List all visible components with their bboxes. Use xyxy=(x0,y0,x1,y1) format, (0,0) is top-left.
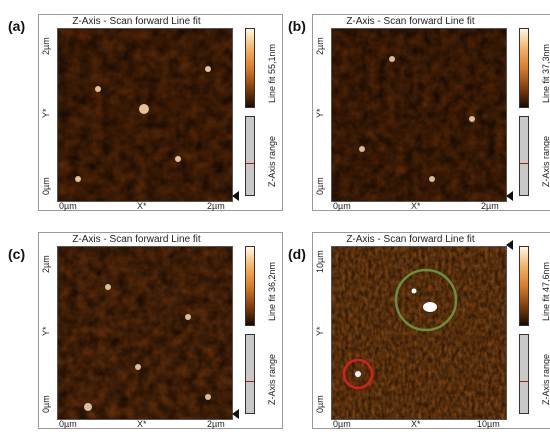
panel-c-y-axis-label: Y* xyxy=(41,326,51,336)
panel-c-ytick-top: 2µm xyxy=(41,255,51,273)
panel-d-title: Z-Axis - Scan forward Line fit xyxy=(346,234,475,245)
green-circle-marker xyxy=(394,268,458,332)
panel-c-title: Z-Axis - Scan forward Line fit xyxy=(72,234,201,245)
panel-d-xtick-left: 0µm xyxy=(333,419,351,429)
afm-image-c xyxy=(57,246,233,420)
panel-d-pointer-arrow xyxy=(506,240,513,250)
panel-c-xtick-left: 0µm xyxy=(59,419,77,429)
panel-a-x-axis-label: X* xyxy=(137,201,147,211)
panel-b-x-axis-label: X* xyxy=(411,201,421,211)
panel-d-zrange-label: Z-Axis range xyxy=(541,353,550,405)
panel-a-title: Z-Axis - Scan forward Line fit xyxy=(72,16,201,27)
panel-d-letter: (d) xyxy=(288,246,306,262)
panel-a-xtick-left: 0µm xyxy=(59,201,77,211)
panel-c-ytick-bottom: 0µm xyxy=(41,395,51,413)
panel-d-zrange-bar xyxy=(519,334,529,414)
afm-image-b xyxy=(331,28,507,202)
panel-c-pointer-arrow xyxy=(232,409,239,419)
panel-b-zrange-bar xyxy=(519,116,529,196)
panel-a-xtick-right: 2µm xyxy=(207,201,225,211)
afm-image-d xyxy=(331,246,507,420)
panel-b-letter: (b) xyxy=(288,18,306,34)
panel-b-zrange-label: Z-Axis range xyxy=(541,135,550,187)
afm-surface-c xyxy=(58,247,232,419)
panel-b-ytick-bottom: 0µm xyxy=(315,177,325,195)
particle-small xyxy=(411,288,417,294)
panel-a-zrange-label: Z-Axis range xyxy=(267,135,277,187)
panel-d-colorbar xyxy=(519,246,529,326)
panel-b-ytick-top: 2µm xyxy=(315,37,325,55)
afm-panel-c: Z-Axis - Scan forward Line fit 2µm Y* 0µ… xyxy=(38,232,283,429)
panel-c-x-axis-label: X* xyxy=(137,419,147,429)
panel-c-letter: (c) xyxy=(8,246,26,262)
panel-b-pointer-arrow xyxy=(506,191,513,201)
panel-d-ytick-bottom: 0µm xyxy=(315,395,325,413)
panel-a-y-axis-label: Y* xyxy=(41,108,51,118)
panel-c-colorbar-label: Line fit 36,2nm xyxy=(267,261,277,321)
afm-image-a xyxy=(57,28,233,202)
afm-surface-a xyxy=(58,29,232,201)
panel-d-ytick-top: 10µm xyxy=(315,250,325,273)
panel-d-colorbar-label: Line fit 47,6nm xyxy=(541,261,550,321)
particle-large xyxy=(423,302,437,312)
panel-a-zrange-bar xyxy=(245,116,255,196)
panel-b-title: Z-Axis - Scan forward Line fit xyxy=(346,16,475,27)
panel-c-zrange-bar xyxy=(245,334,255,414)
panel-a-letter: (a) xyxy=(8,18,26,34)
particle-red-region xyxy=(355,371,361,377)
panel-b-xtick-left: 0µm xyxy=(333,201,351,211)
panel-c-xtick-right: 2µm xyxy=(207,419,225,429)
panel-b-xtick-right: 2µm xyxy=(481,201,499,211)
panel-c-colorbar xyxy=(245,246,255,326)
panel-c-zrange-label: Z-Axis range xyxy=(267,353,277,405)
afm-surface-b xyxy=(332,29,506,201)
panel-b-colorbar-label: Line fit 37,3nm xyxy=(541,43,550,103)
panel-d-xtick-right: 10µm xyxy=(477,419,500,429)
red-circle-marker xyxy=(342,358,374,390)
panel-a-ytick-top: 2µm xyxy=(41,37,51,55)
panel-a-ytick-bottom: 0µm xyxy=(41,177,51,195)
afm-panel-a: Z-Axis - Scan forward Line fit 2µm Y* 0µ… xyxy=(38,14,283,211)
panel-d-y-axis-label: Y* xyxy=(315,326,325,336)
afm-panel-d: Z-Axis - Scan forward Line fit 10µm Y* 0… xyxy=(312,232,550,429)
panel-b-colorbar xyxy=(519,28,529,108)
panel-a-colorbar xyxy=(245,28,255,108)
panel-b-y-axis-label: Y* xyxy=(315,108,325,118)
panel-a-pointer-arrow xyxy=(232,191,239,201)
afm-surface-d xyxy=(332,247,506,419)
panel-a-colorbar-label: Line fit 55,1nm xyxy=(267,43,277,103)
afm-panel-b: Z-Axis - Scan forward Line fit 2µm Y* 0µ… xyxy=(312,14,550,211)
panel-d-x-axis-label: X* xyxy=(411,419,421,429)
